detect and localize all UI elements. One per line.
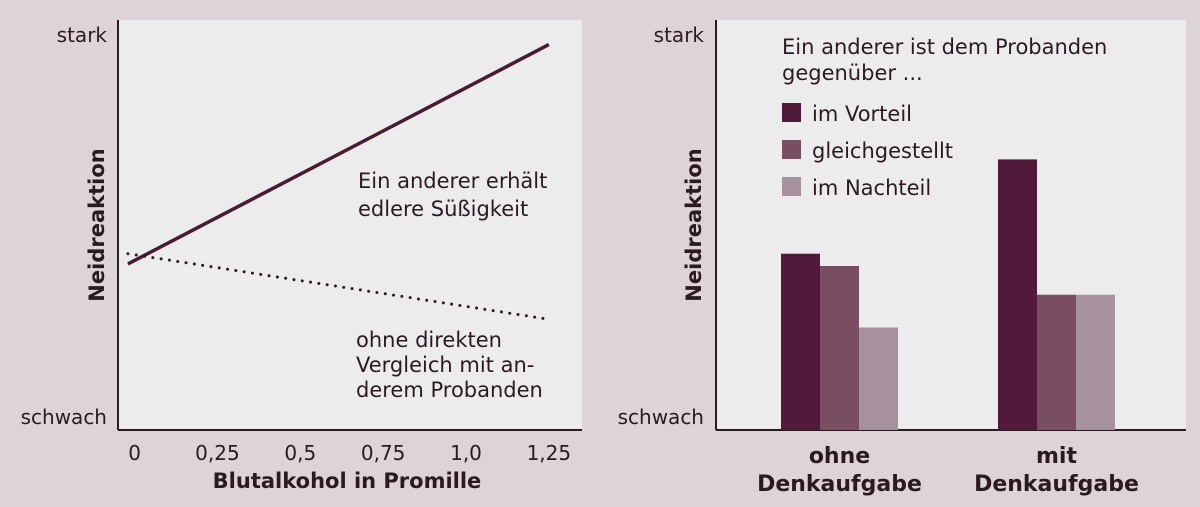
- bar-category-label-line: ohne: [809, 444, 870, 469]
- legend-title-line-1: Ein anderer ist dem Probanden: [782, 35, 1107, 59]
- line-x-tick-label: 0,25: [195, 441, 240, 465]
- bar-series-group: [781, 159, 1115, 430]
- line-x-tick-label: 1,25: [527, 441, 572, 465]
- legend-swatch: [782, 103, 801, 122]
- legend-swatch: [782, 140, 801, 159]
- line-x-tick-label: 0,5: [284, 441, 316, 465]
- solid-line-label: Ein anderer erhält edlere Süßigkeit: [358, 169, 554, 221]
- legend-label: gleichgestellt: [812, 139, 953, 163]
- bar: [998, 159, 1037, 430]
- solid-series-line: [127, 43, 550, 266]
- line-x-tick-label: 0: [128, 441, 141, 465]
- legend-swatch: [782, 177, 801, 196]
- bar-chart-panel: stark schwach Neidreaktion Ein anderer i…: [618, 20, 1186, 497]
- solid-line-label-line-1: Ein anderer erhält: [358, 169, 547, 193]
- bar: [1037, 294, 1076, 430]
- legend-label: im Vorteil: [812, 102, 912, 126]
- bar: [1076, 294, 1115, 430]
- bar-category-label-line: Denkaufgabe: [757, 472, 922, 497]
- bar: [781, 253, 820, 430]
- bar-category-label-line: mit: [1036, 444, 1077, 469]
- line-x-tick-labels: 0 0,25 0,5 0,75 1,0 1,25: [128, 441, 571, 465]
- legend-title: Ein anderer ist dem Probanden gegenüber …: [782, 35, 1114, 85]
- dotted-line-label-line-1: ohne direkten: [356, 328, 502, 352]
- legend-label: im Nachteil: [812, 176, 931, 200]
- bar-legend: im Vorteil gleichgestellt im Nachteil: [782, 102, 953, 200]
- line-y-tick-low: schwach: [21, 405, 107, 429]
- line-chart-panel: stark schwach Neidreaktion 0 0,25 0,5 0,75 1…: [21, 20, 582, 493]
- line-plot-area: [118, 20, 582, 430]
- bar-category-label: ohne Denkaufgabe: [757, 444, 922, 497]
- line-x-tick-label: 0,75: [361, 441, 406, 465]
- line-x-axis-title: Blutalkohol in Promille: [213, 469, 482, 493]
- bar-y-tick-high: stark: [654, 23, 705, 47]
- dotted-line-label: ohne direkten Vergleich mit an- derem Pr…: [356, 328, 543, 402]
- solid-line-label-line-2: edlere Süßigkeit: [358, 197, 528, 221]
- bar-y-axis-title: Neidreaktion: [682, 148, 706, 301]
- line-series-group: [126, 43, 551, 321]
- bar-category-labels: ohne Denkaufgabe mit Denkaufgabe: [757, 444, 1139, 497]
- legend-title-line-2: gegenüber ...: [782, 61, 923, 85]
- line-x-tick-label: 1,0: [450, 441, 482, 465]
- dotted-line-label-line-3: derem Probanden: [356, 378, 543, 402]
- bar: [820, 266, 859, 430]
- bar: [859, 327, 898, 430]
- bar-y-tick-low: schwach: [618, 405, 704, 429]
- bar-category-label: mit Denkaufgabe: [974, 444, 1139, 497]
- dotted-line-label-line-2: Vergleich mit an-: [356, 353, 534, 377]
- line-y-axis-title: Neidreaktion: [85, 148, 109, 301]
- bar-category-label-line: Denkaufgabe: [974, 472, 1139, 497]
- line-y-tick-high: stark: [57, 23, 108, 47]
